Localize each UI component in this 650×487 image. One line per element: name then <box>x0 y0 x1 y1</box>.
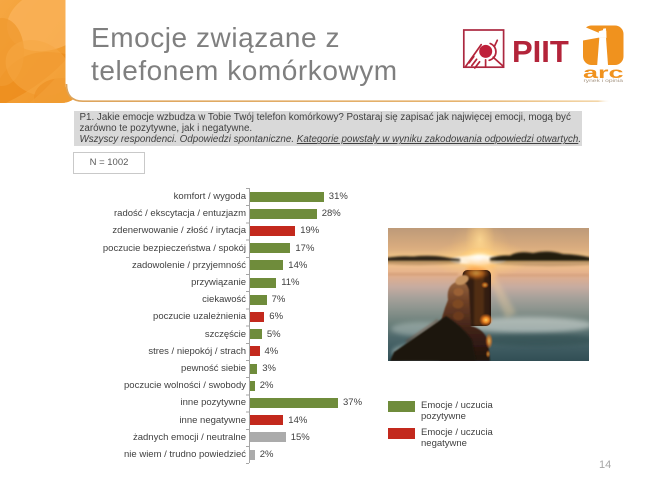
svg-text:rynek i opinia: rynek i opinia <box>584 78 625 83</box>
svg-text:arc: arc <box>583 65 624 82</box>
